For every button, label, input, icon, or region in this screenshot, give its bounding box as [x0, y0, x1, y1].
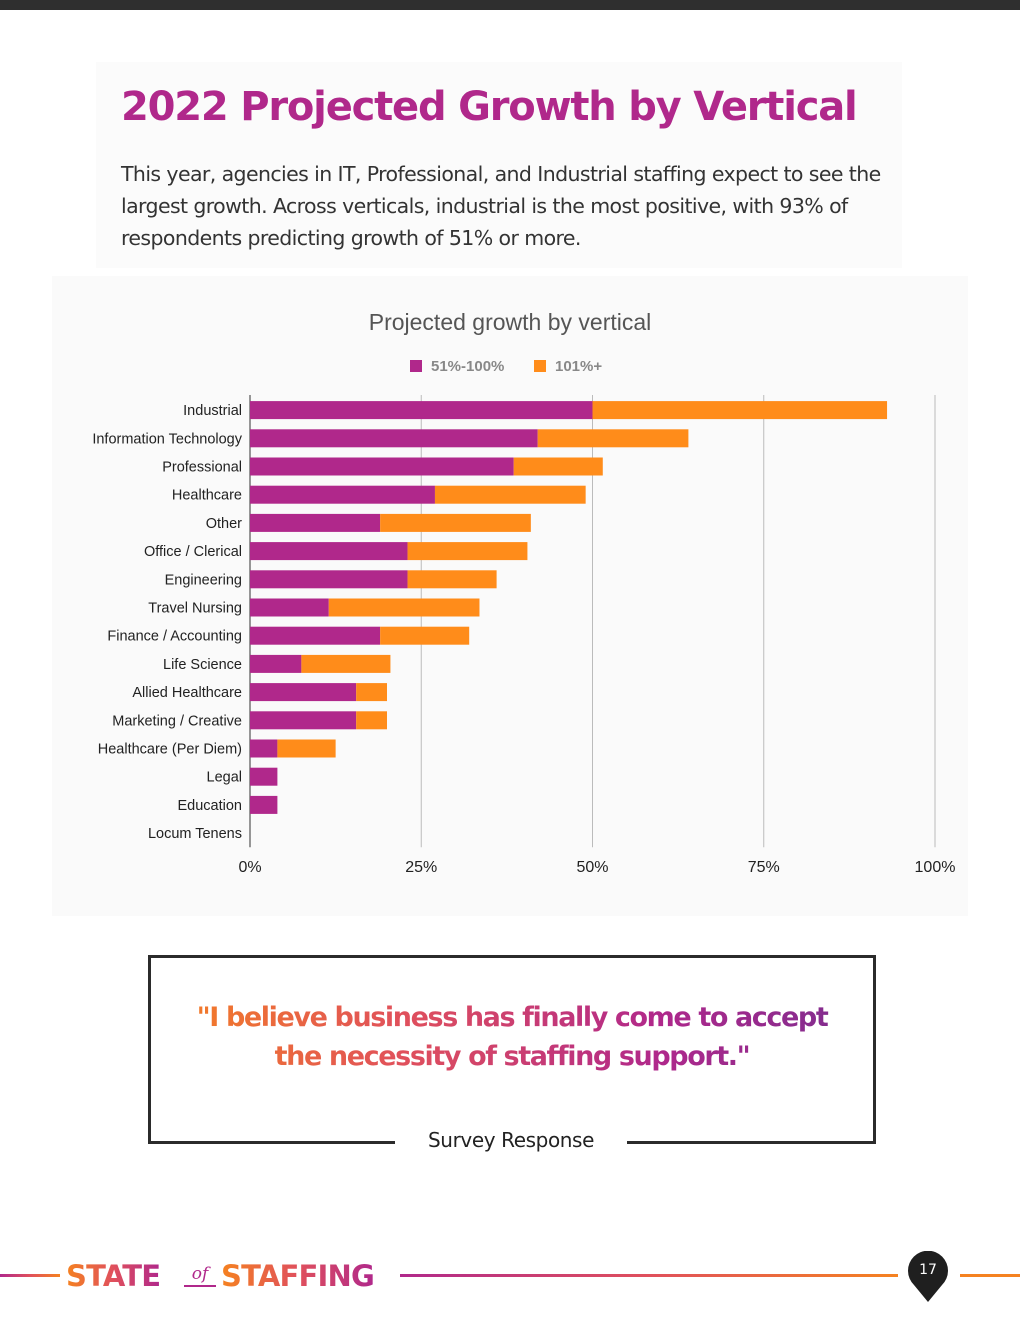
- y-category-label: Allied Healthcare: [132, 685, 242, 701]
- bar-101-plus: [356, 711, 387, 730]
- legend-label-2: 101%+: [555, 358, 602, 375]
- y-category-label: Information Technology: [92, 431, 242, 447]
- x-tick-label: 0%: [238, 859, 261, 876]
- intro-paragraph: This year, agencies in IT, Professional,…: [121, 162, 881, 250]
- bar-101-plus: [301, 654, 391, 673]
- y-category-label: Life Science: [163, 657, 242, 673]
- bar-51-100: [250, 739, 278, 758]
- bar-101-plus: [434, 485, 586, 504]
- y-category-label: Office / Clerical: [144, 544, 242, 560]
- bar-51-100: [250, 542, 408, 561]
- bar-101-plus: [537, 429, 689, 448]
- footer-rule-left: [0, 1274, 60, 1277]
- y-category-label: Travel Nursing: [148, 601, 242, 617]
- bar-51-100: [250, 795, 278, 814]
- bar-51-100: [250, 654, 302, 673]
- brand-staffing: STAFFING: [221, 1259, 375, 1293]
- bar-51-100: [250, 401, 593, 420]
- y-category-label: Engineering: [165, 572, 242, 588]
- y-category-label: Industrial: [183, 403, 242, 419]
- bar-51-100: [250, 767, 278, 786]
- bar-51-100: [250, 513, 381, 532]
- growth-chart: Projected growth by vertical 51%-100% 101%…: [92, 309, 956, 876]
- y-category-label: Healthcare: [172, 488, 242, 504]
- bar-101-plus: [513, 457, 603, 476]
- y-category-label: Locum Tenens: [148, 826, 242, 842]
- top-bar: [0, 0, 1020, 10]
- bar-51-100: [250, 570, 408, 589]
- y-category-label: Marketing / Creative: [112, 713, 242, 729]
- bar-51-100: [250, 626, 381, 645]
- bar-101-plus: [380, 626, 470, 645]
- bar-101-plus: [407, 542, 528, 561]
- y-category-label: Finance / Accounting: [107, 629, 242, 645]
- bar-101-plus: [592, 401, 888, 420]
- bar-51-100: [250, 711, 357, 730]
- bar-101-plus: [407, 570, 497, 589]
- quote-text: "I believe business has finally come to …: [151, 998, 873, 1076]
- brand-state: STATE: [66, 1259, 161, 1293]
- y-category-label: Other: [206, 516, 242, 532]
- bar-51-100: [250, 485, 435, 504]
- legend-label-1: 51%-100%: [431, 358, 504, 375]
- page-pin-icon: [908, 1251, 948, 1302]
- page-title: 2022 Projected Growth by Vertical: [121, 84, 858, 130]
- quote-line-2: the necessity of staffing support.": [274, 1041, 750, 1072]
- x-tick-label: 25%: [405, 859, 437, 876]
- brand-logo: STATE of STAFFING: [66, 1259, 396, 1293]
- y-category-label: Professional: [162, 460, 242, 476]
- quote-line-1: "I believe business has finally come to …: [196, 1002, 828, 1033]
- bar-51-100: [250, 429, 538, 448]
- x-tick-label: 50%: [576, 859, 608, 876]
- intro-panel: [96, 62, 902, 268]
- x-tick-label: 100%: [915, 859, 956, 876]
- quote-caption: Survey Response: [395, 1122, 627, 1162]
- bar-51-100: [250, 598, 329, 617]
- footer-rule-right: [960, 1274, 1020, 1277]
- y-category-label: Legal: [207, 770, 242, 786]
- legend-swatch-2: [534, 360, 546, 372]
- bar-101-plus: [328, 598, 480, 617]
- footer-rule-middle: [400, 1274, 898, 1277]
- chart-title: Projected growth by vertical: [369, 309, 652, 335]
- x-tick-label: 75%: [748, 859, 780, 876]
- brand-of: of: [184, 1263, 216, 1287]
- chart-panel: Projected growth by vertical 51%-100% 101%…: [52, 276, 968, 916]
- bar-101-plus: [356, 683, 387, 702]
- bar-51-100: [250, 683, 357, 702]
- y-category-label: Healthcare (Per Diem): [98, 742, 242, 758]
- bar-51-100: [250, 457, 514, 476]
- page-number: 17: [919, 1262, 937, 1278]
- quote-box: "I believe business has finally come to …: [148, 955, 876, 1144]
- bar-101-plus: [380, 513, 531, 532]
- legend-swatch-1: [410, 360, 422, 372]
- y-category-label: Education: [178, 798, 243, 814]
- bar-101-plus: [277, 739, 336, 758]
